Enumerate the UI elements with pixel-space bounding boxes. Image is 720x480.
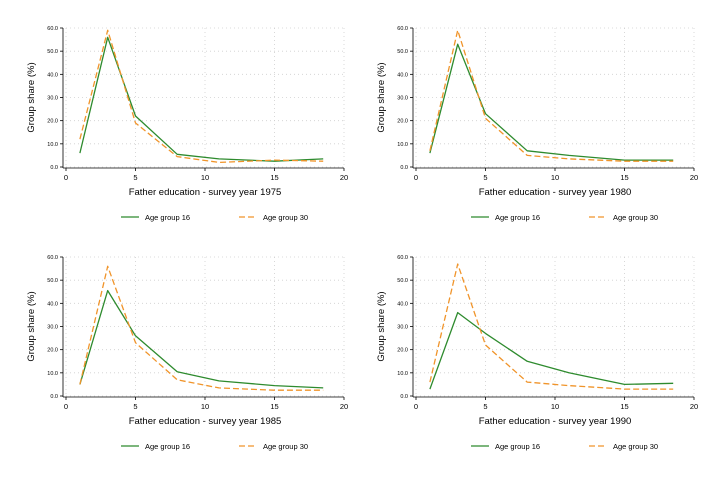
y-axis-title: Group share (%) bbox=[376, 291, 387, 361]
x-tick-label: 0 bbox=[414, 173, 418, 182]
legend: Age group 16 Age group 30 bbox=[121, 442, 308, 451]
x-tick-label: 20 bbox=[340, 173, 348, 182]
series-line-age-group-16 bbox=[429, 311, 674, 390]
x-tick-label: 0 bbox=[64, 402, 68, 411]
legend-label: Age group 30 bbox=[263, 213, 308, 222]
legend-label: Age group 30 bbox=[263, 442, 308, 451]
y-tick-label: 20.0 bbox=[47, 119, 58, 125]
legend-label: Age group 16 bbox=[145, 213, 190, 222]
x-tick-label: 5 bbox=[483, 402, 487, 411]
x-tick-label: 20 bbox=[690, 402, 698, 411]
series-line-age-group-30 bbox=[79, 265, 324, 391]
legend: Age group 16 Age group 30 bbox=[121, 213, 308, 222]
x-axis-title: Father education - survey year 1985 bbox=[129, 416, 282, 427]
x-tick-label: 15 bbox=[270, 173, 278, 182]
legend-label: Age group 16 bbox=[495, 442, 540, 451]
x-axis-title: Father education - survey year 1990 bbox=[479, 416, 632, 427]
y-tick-label: 0.0 bbox=[400, 165, 408, 171]
x-tick-label: 10 bbox=[201, 402, 209, 411]
series-line-age-group-16 bbox=[79, 36, 324, 162]
chart-panel-1: 0.0 10.0 20.0 30.0 40.0 50.0 60.0 0 5 10 15 20 Fathe… bbox=[26, 26, 348, 222]
y-tick-label: 20.0 bbox=[397, 119, 408, 125]
y-tick-label: 60.0 bbox=[397, 255, 408, 261]
y-tick-label: 30.0 bbox=[47, 96, 58, 102]
legend: Age group 16 Age group 30 bbox=[471, 213, 658, 222]
y-tick-label: 0.0 bbox=[400, 394, 408, 400]
y-tick-label: 10.0 bbox=[47, 371, 58, 377]
y-tick-label: 40.0 bbox=[397, 301, 408, 307]
series-line-age-group-30 bbox=[429, 29, 674, 162]
x-tick-label: 20 bbox=[690, 173, 698, 182]
y-tick-label: 20.0 bbox=[47, 348, 58, 354]
x-tick-label: 5 bbox=[483, 173, 487, 182]
y-tick-label: 10.0 bbox=[397, 371, 408, 377]
y-tick-label: 40.0 bbox=[47, 72, 58, 78]
y-tick-label: 0.0 bbox=[50, 394, 58, 400]
legend-label: Age group 16 bbox=[495, 213, 540, 222]
y-tick-label: 60.0 bbox=[47, 26, 58, 32]
y-tick-label: 30.0 bbox=[397, 325, 408, 331]
y-axis-title: Group share (%) bbox=[26, 62, 37, 132]
x-tick-label: 15 bbox=[620, 402, 628, 411]
x-tick-label: 10 bbox=[201, 173, 209, 182]
chart-panel-3: 0.0 10.0 20.0 30.0 40.0 50.0 60.0 0 5 10 15 20 Fathe… bbox=[26, 255, 348, 451]
x-tick-label: 10 bbox=[551, 173, 559, 182]
y-tick-label: 60.0 bbox=[397, 26, 408, 32]
legend-label: Age group 16 bbox=[145, 442, 190, 451]
x-tick-label: 15 bbox=[620, 173, 628, 182]
x-tick-label: 0 bbox=[414, 402, 418, 411]
x-axis-title: Father education - survey year 1980 bbox=[479, 187, 632, 198]
y-tick-label: 50.0 bbox=[47, 278, 58, 284]
y-tick-label: 0.0 bbox=[50, 165, 58, 171]
x-tick-label: 5 bbox=[133, 173, 137, 182]
legend-label: Age group 30 bbox=[613, 442, 658, 451]
x-tick-label: 5 bbox=[133, 402, 137, 411]
x-tick-label: 10 bbox=[551, 402, 559, 411]
x-tick-label: 15 bbox=[270, 402, 278, 411]
y-tick-label: 50.0 bbox=[47, 49, 58, 55]
chart-panel-2: 0.0 10.0 20.0 30.0 40.0 50.0 60.0 0 5 10 15 20 Fathe… bbox=[376, 26, 698, 222]
y-tick-label: 40.0 bbox=[397, 72, 408, 78]
y-tick-label: 30.0 bbox=[47, 325, 58, 331]
y-tick-label: 50.0 bbox=[397, 278, 408, 284]
chart-panel-4: 0.0 10.0 20.0 30.0 40.0 50.0 60.0 0 5 10 15 20 Fathe… bbox=[376, 255, 698, 451]
x-tick-label: 0 bbox=[64, 173, 68, 182]
y-tick-label: 20.0 bbox=[397, 348, 408, 354]
y-tick-label: 10.0 bbox=[397, 142, 408, 148]
x-axis-title: Father education - survey year 1975 bbox=[129, 187, 282, 198]
series-line-age-group-16 bbox=[79, 289, 324, 389]
y-tick-label: 30.0 bbox=[397, 96, 408, 102]
y-axis-title: Group share (%) bbox=[26, 291, 37, 361]
x-tick-label: 20 bbox=[340, 402, 348, 411]
y-tick-label: 60.0 bbox=[47, 255, 58, 261]
y-tick-label: 10.0 bbox=[47, 142, 58, 148]
y-tick-label: 50.0 bbox=[397, 49, 408, 55]
y-axis-title: Group share (%) bbox=[376, 62, 387, 132]
legend-label: Age group 30 bbox=[613, 213, 658, 222]
legend: Age group 16 Age group 30 bbox=[471, 442, 658, 451]
series-line-age-group-30 bbox=[79, 29, 324, 164]
series-line-age-group-16 bbox=[429, 43, 674, 161]
y-tick-label: 40.0 bbox=[47, 301, 58, 307]
